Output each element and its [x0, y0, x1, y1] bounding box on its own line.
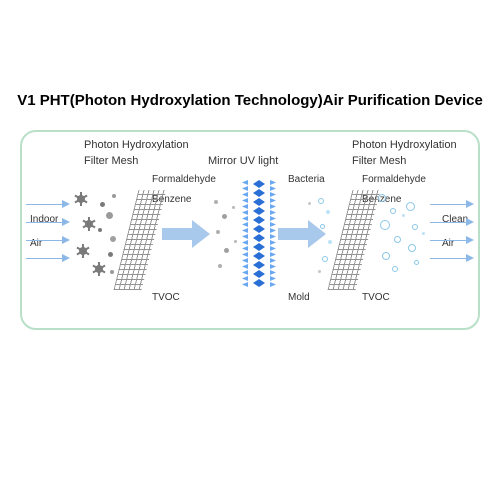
left-filter-label-1: Photon Hydroxylation	[84, 138, 189, 152]
main-title: V1 PHT(Photon Hydroxylation Technology)A…	[0, 92, 500, 109]
right-filter-label-1: Photon Hydroxylation	[352, 138, 457, 152]
filter-mesh-left	[114, 190, 167, 290]
pollutant-tvoc-1: TVOC	[152, 292, 180, 303]
outlet-line1: Clean	[442, 214, 468, 225]
left-filter-label-2: Filter Mesh	[84, 154, 138, 168]
pollutant-formaldehyde-2: Formaldehyde	[362, 174, 426, 185]
uv-light-core	[250, 180, 268, 290]
diagram-frame: Photon Hydroxylation Filter Mesh Mirror …	[20, 130, 480, 330]
flow-arrow-2	[278, 220, 326, 248]
pollutant-formaldehyde-1: Formaldehyde	[152, 174, 216, 185]
inlet-line1: Indoor	[30, 214, 58, 225]
uv-mold: Mold	[288, 292, 310, 303]
right-filter-label-2: Filter Mesh	[352, 154, 406, 168]
uv-bacteria: Bacteria	[288, 174, 325, 185]
pollutant-tvoc-2: TVOC	[362, 292, 390, 303]
uv-label: Mirror UV light	[208, 154, 278, 168]
filter-mesh-right	[328, 190, 381, 290]
flow-arrow-1	[162, 220, 210, 248]
